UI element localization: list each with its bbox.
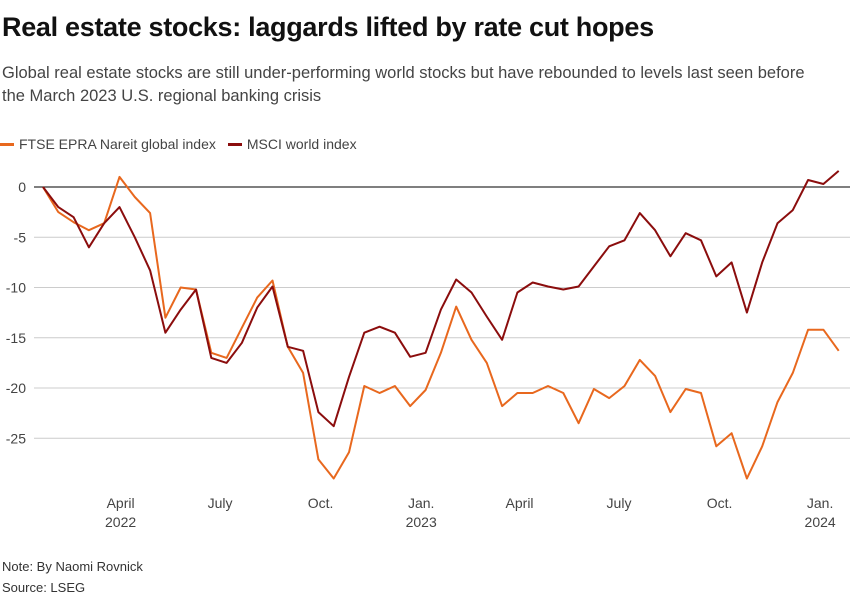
note: Note: By Naomi Rovnick	[2, 559, 143, 574]
x-tick-year: 2023	[406, 514, 437, 530]
legend-swatch-msci	[227, 142, 242, 146]
legend-label-ftse: FTSE EPRA Nareit global index	[19, 136, 216, 152]
legend-item-ftse: FTSE EPRA Nareit global index	[0, 136, 216, 152]
x-tick-label: July	[208, 495, 233, 511]
legend-item-msci: MSCI world index	[227, 136, 357, 152]
x-tick-label: July	[607, 495, 632, 511]
x-tick-year: 2022	[105, 514, 136, 530]
x-tick-label: Oct.	[707, 495, 733, 511]
subtitle-line-2: the March 2023 U.S. regional banking cri…	[2, 87, 322, 105]
y-tick-label: 0	[18, 179, 26, 195]
legend-swatch-ftse	[0, 142, 14, 146]
x-tick-label: April	[107, 495, 135, 511]
series-line-ftse	[42, 175, 840, 480]
line-chart: 0 -5 -10 -15 -20 -25 April 2022 July Oct. Jan. 2023…	[6, 170, 850, 530]
chart-title: Real estate stocks: laggards lifted by r…	[2, 12, 654, 42]
y-tick-label: -20	[6, 380, 26, 396]
series-line-msci	[42, 170, 840, 428]
source: Source: LSEG	[2, 580, 86, 595]
x-tick-label: Oct.	[308, 495, 334, 511]
y-tick-label: -25	[6, 430, 26, 446]
y-tick-label: -5	[14, 229, 27, 245]
x-tick-label: Jan.	[807, 495, 833, 511]
x-tick-label: April	[506, 495, 534, 511]
y-tick-label: -10	[6, 280, 26, 296]
y-tick-label: -15	[6, 330, 26, 346]
x-tick-label: Jan.	[408, 495, 434, 511]
legend-label-msci: MSCI world index	[246, 136, 357, 152]
x-tick-year: 2024	[805, 514, 836, 530]
subtitle-line-1: Global real estate stocks are still unde…	[2, 64, 805, 82]
legend: FTSE EPRA Nareit global index MSCI world…	[0, 136, 369, 152]
